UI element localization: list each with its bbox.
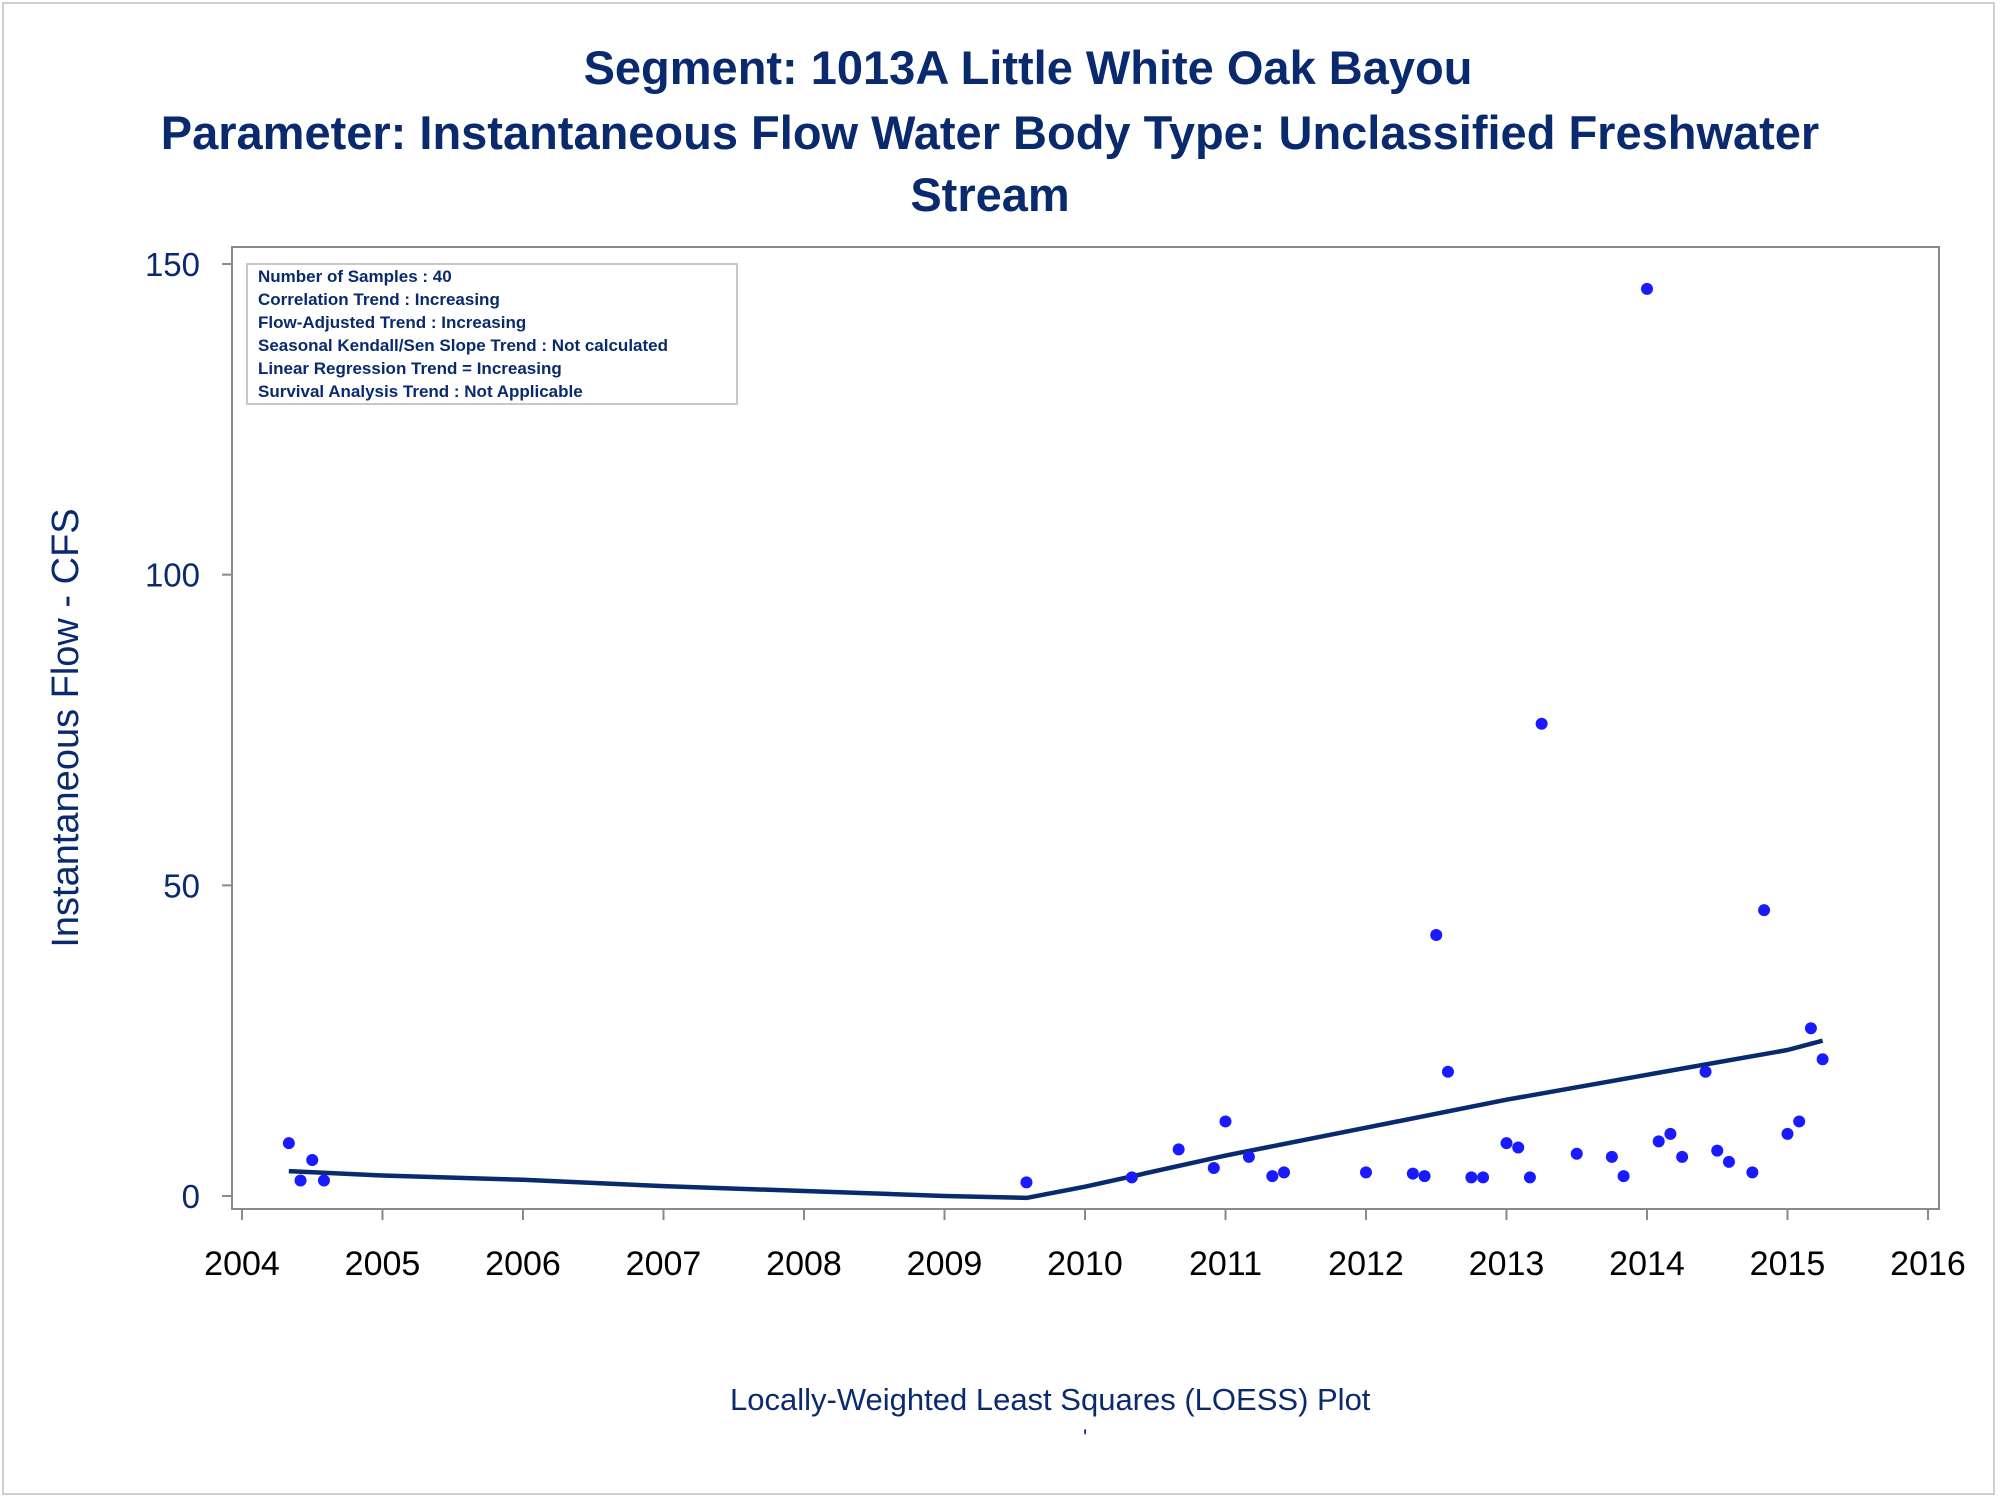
- data-point: [1535, 717, 1548, 730]
- stats-inset-box: [246, 263, 738, 405]
- data-point: [1641, 282, 1653, 295]
- loess-line-layer: [288, 1038, 1824, 1201]
- data-point: [1523, 1171, 1536, 1184]
- data-point: [282, 1137, 295, 1150]
- x-tick-label: 2011: [1189, 1245, 1262, 1283]
- x-tick-label: 2009: [907, 1245, 983, 1283]
- data-point: [1242, 1150, 1255, 1163]
- data-point: [1020, 1176, 1033, 1189]
- x-axis: 2004 2005 2006 2007 2008 2009 2010 2011 2012 2013…: [204, 1209, 1966, 1283]
- data-point: [1781, 1127, 1794, 1140]
- data-point: [1207, 1162, 1220, 1175]
- x-tick-label: 2008: [766, 1245, 842, 1283]
- stats-line-3: Flow-Adjusted Trend : Increasing: [258, 313, 526, 332]
- data-point: [1722, 1155, 1735, 1168]
- data-point: [1758, 904, 1771, 917]
- data-point: [1465, 1171, 1478, 1184]
- data-point: [1125, 1171, 1138, 1184]
- data-point: [1617, 1170, 1630, 1183]
- x-tick-label: 2015: [1750, 1245, 1826, 1283]
- y-axis: 0 50 100 150: [145, 246, 232, 1215]
- chart-subtitle-line2: Stream: [910, 168, 1070, 221]
- stats-line-4: Seasonal Kendall/Sen Slope Trend : Not c…: [258, 336, 668, 355]
- stats-inset: Number of Samples : 40 Correlation Trend…: [246, 263, 738, 405]
- data-point: [1360, 1166, 1372, 1179]
- data-point: [1676, 1150, 1689, 1163]
- data-point: [1699, 1065, 1712, 1078]
- stats-line-6: Survival Analysis Trend : Not Applicable: [258, 382, 583, 401]
- data-point: [1711, 1144, 1724, 1157]
- y-tick-label: 100: [145, 557, 200, 594]
- x-tick-label: 2012: [1328, 1245, 1404, 1283]
- data-point: [1266, 1170, 1279, 1183]
- data-point: [1804, 1022, 1817, 1035]
- data-point: [1816, 1053, 1829, 1066]
- data-point: [1512, 1141, 1525, 1154]
- data-point: [294, 1174, 307, 1187]
- data-point: [1746, 1166, 1759, 1179]
- data-point: [1793, 1115, 1806, 1128]
- chart-footnote: Locally-Weighted Least Squares (LOESS) P…: [730, 1382, 1371, 1417]
- data-point: [1500, 1137, 1513, 1150]
- data-point: [1652, 1135, 1665, 1148]
- data-point: [317, 1174, 330, 1187]
- chart-subtitle: Parameter: Instantaneous Flow Water Body…: [160, 106, 1820, 159]
- data-point: [1570, 1147, 1583, 1160]
- x-tick-label: 2014: [1609, 1245, 1685, 1283]
- data-points-layer: [282, 282, 1829, 1189]
- x-tick-label: 2005: [345, 1245, 421, 1283]
- data-point: [1664, 1127, 1677, 1140]
- data-point: [1406, 1167, 1419, 1180]
- data-point: [1430, 929, 1443, 942]
- x-tick-label: 2006: [485, 1245, 561, 1283]
- x-tick-label: 2004: [204, 1245, 280, 1283]
- chart-title: Segment: 1013A Little White Oak Bayou: [583, 41, 1473, 94]
- x-tick-label: 2007: [626, 1245, 702, 1283]
- data-point: [1219, 1115, 1232, 1128]
- data-point: [1441, 1065, 1454, 1078]
- y-axis-label: Instantaneous Flow - CFS: [45, 508, 87, 947]
- stats-line-1: Number of Samples : 40: [258, 267, 452, 286]
- x-tick-label: 2010: [1047, 1245, 1123, 1283]
- data-point: [1172, 1143, 1185, 1156]
- loess-line: [288, 1038, 1824, 1201]
- y-tick-label: 0: [182, 1178, 200, 1215]
- chart-footnote-mark: ': [1083, 1425, 1088, 1450]
- data-point: [1278, 1166, 1291, 1179]
- data-point: [1605, 1150, 1618, 1163]
- data-point: [1477, 1171, 1490, 1184]
- x-tick-label: 2016: [1890, 1245, 1966, 1283]
- x-tick-label: 2013: [1469, 1245, 1545, 1283]
- data-point: [1418, 1170, 1431, 1183]
- stats-line-5: Linear Regression Trend = Increasing: [258, 359, 562, 378]
- stats-line-2: Correlation Trend : Increasing: [258, 290, 500, 309]
- data-point: [306, 1153, 319, 1166]
- y-tick-label: 50: [163, 867, 200, 904]
- y-tick-label: 150: [145, 246, 200, 283]
